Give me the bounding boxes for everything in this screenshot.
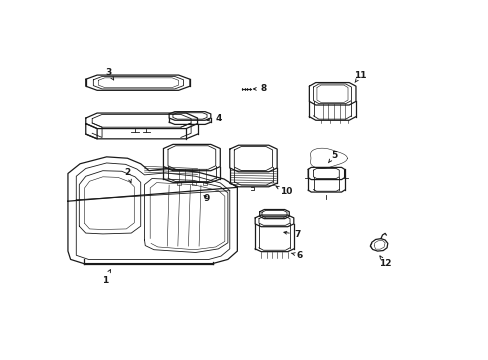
Text: 3: 3 xyxy=(105,68,114,80)
Text: 4: 4 xyxy=(206,113,221,122)
Text: 12: 12 xyxy=(378,256,390,268)
Text: 6: 6 xyxy=(291,251,303,260)
Text: 10: 10 xyxy=(276,186,292,196)
Text: 5: 5 xyxy=(328,151,336,163)
Text: 9: 9 xyxy=(203,194,210,203)
Text: 7: 7 xyxy=(284,230,301,239)
Text: 8: 8 xyxy=(253,85,266,94)
Text: 1: 1 xyxy=(102,270,110,285)
Text: 11: 11 xyxy=(353,71,366,82)
Text: 2: 2 xyxy=(124,168,131,183)
